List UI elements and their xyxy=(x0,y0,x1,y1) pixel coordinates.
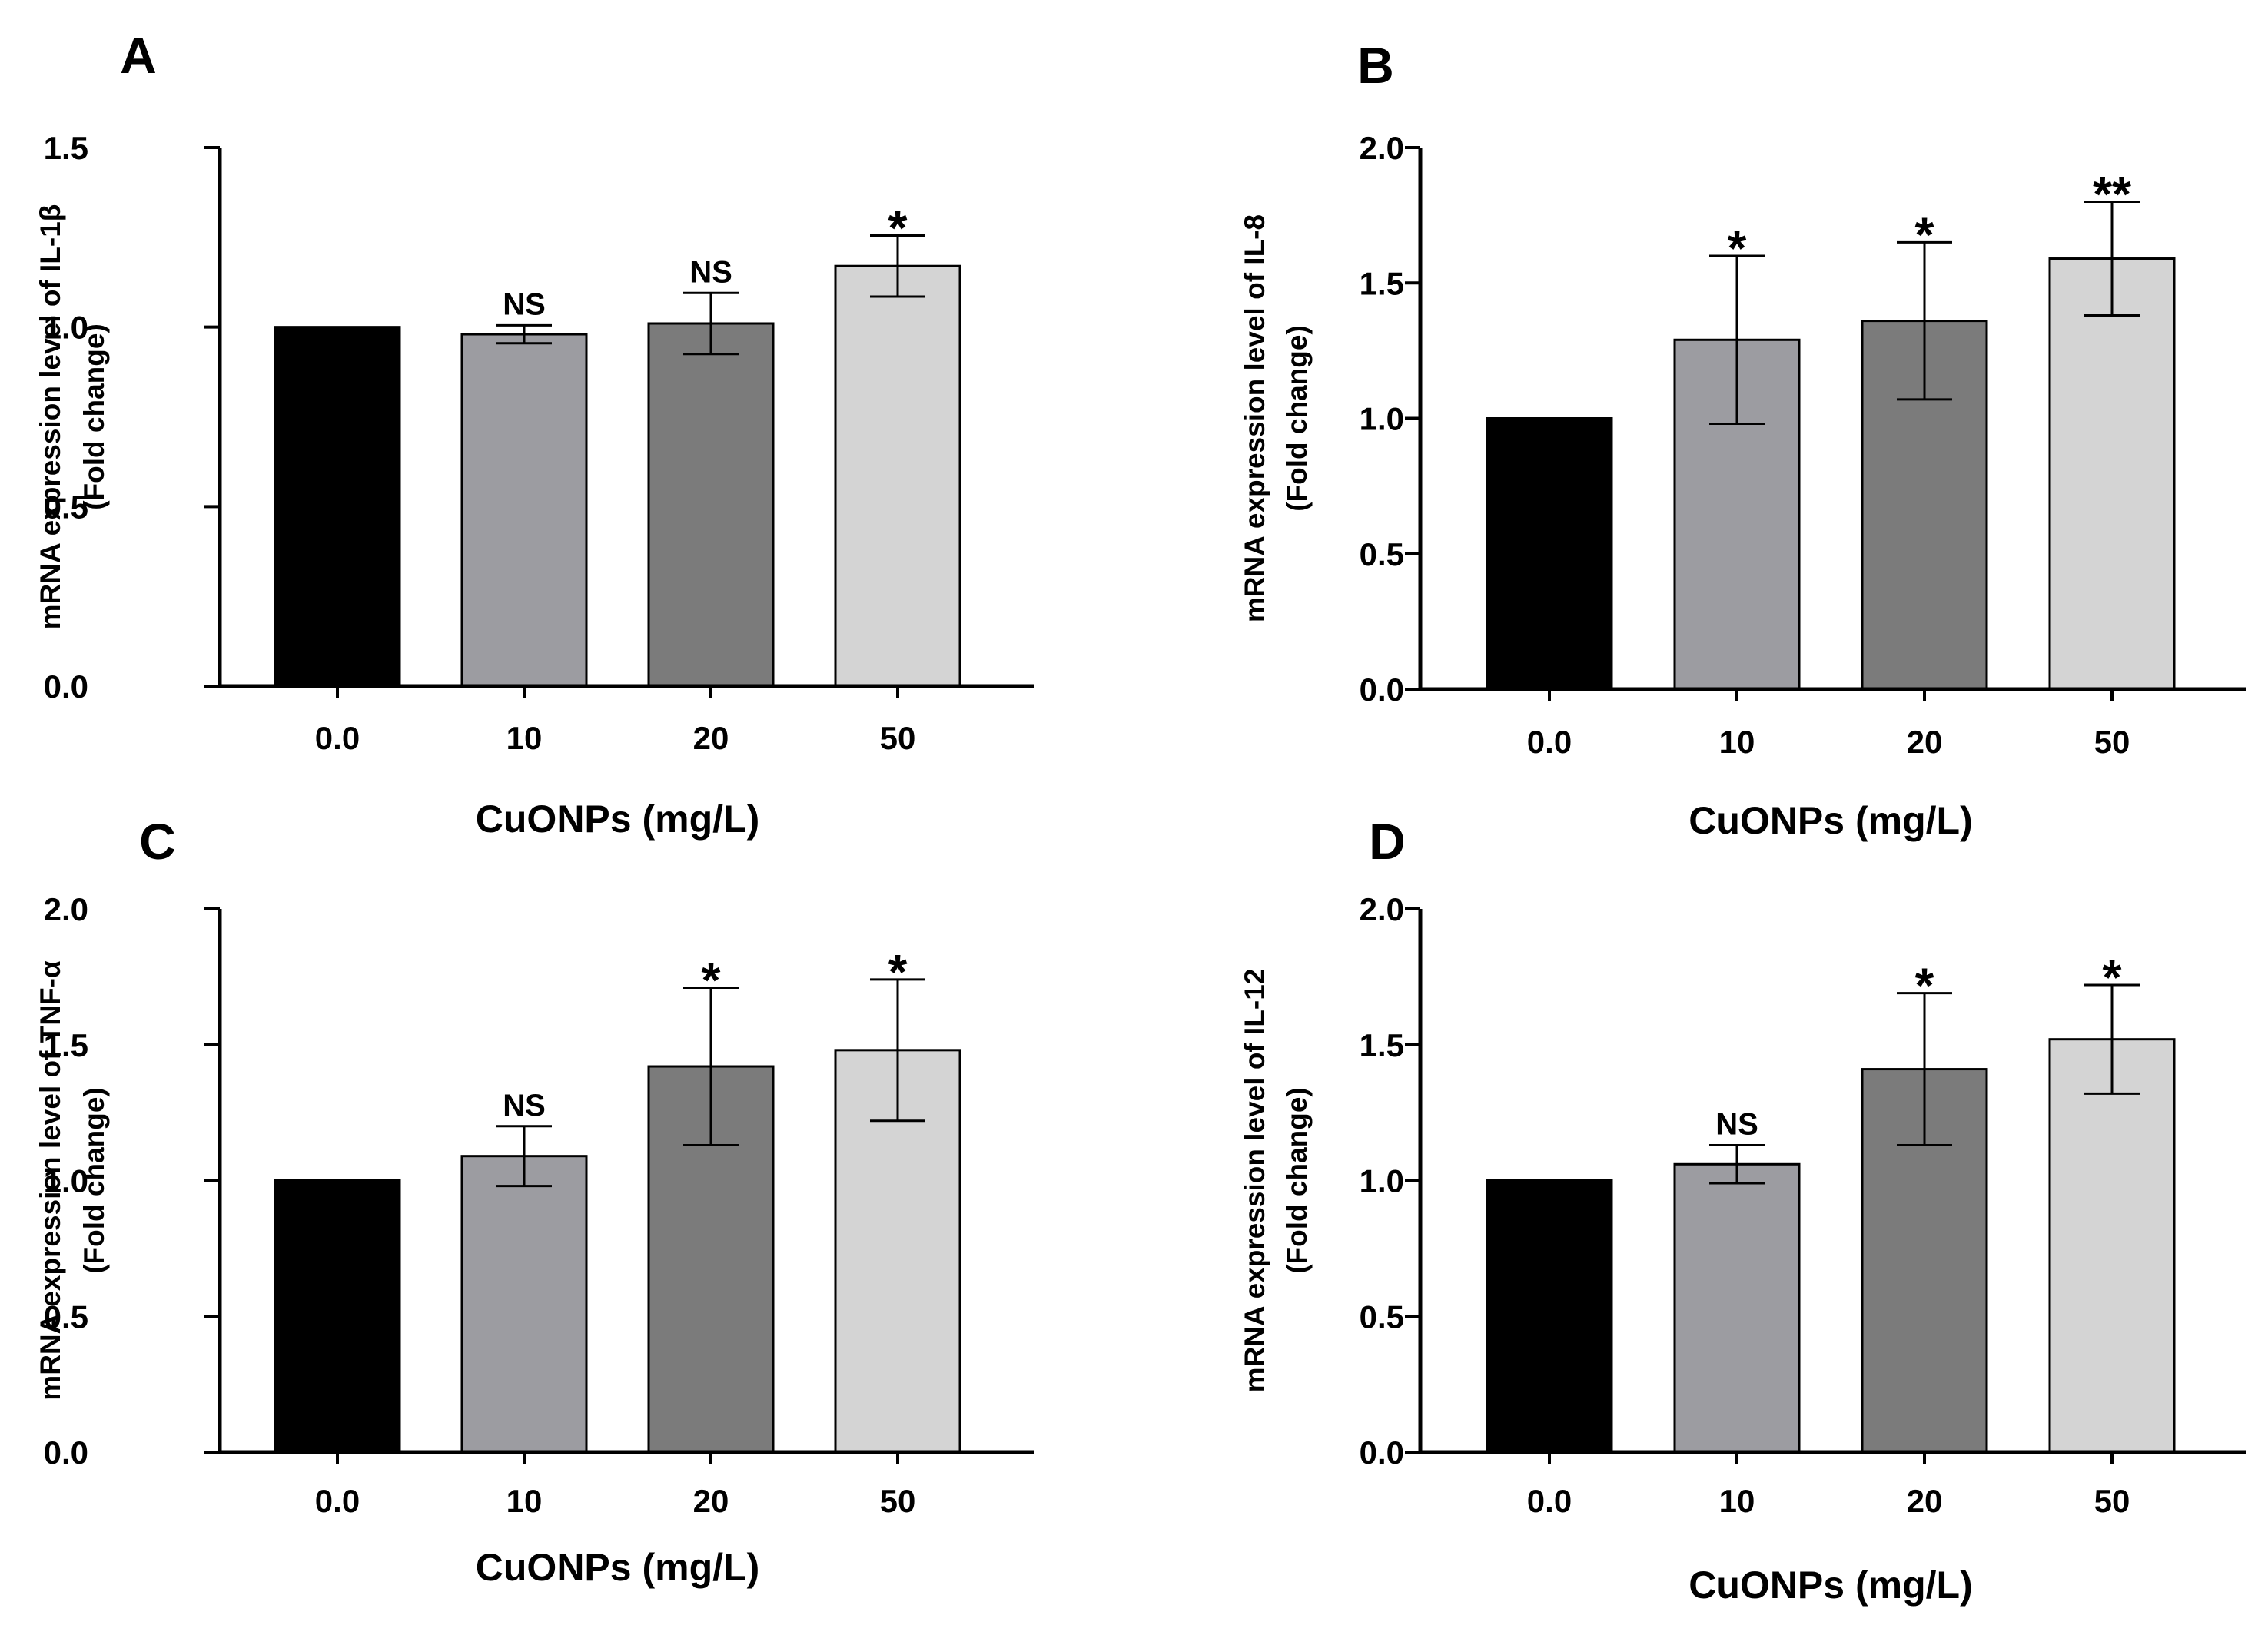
y-axis-title: mRNA expression level of TNF-α xyxy=(35,960,66,1401)
y-axis-subtitle: (Fold change) xyxy=(78,1087,110,1274)
y-tick-label: 1.5 xyxy=(44,1027,88,1063)
significance-label: NS xyxy=(503,287,546,321)
x-tick-label: 10 xyxy=(506,1483,543,1519)
significance-label: * xyxy=(1915,958,1934,1013)
x-axis-title: CuONPs (mg/L) xyxy=(1689,799,1972,842)
y-tick-label: 0.0 xyxy=(1360,672,1404,708)
y-tick-label: 1.0 xyxy=(44,310,88,346)
y-tick-label: 0.5 xyxy=(1360,536,1404,572)
significance-label: NS xyxy=(503,1089,546,1123)
y-axis-subtitle: (Fold change) xyxy=(1281,1087,1313,1274)
panel-d: D 0.0 NS 10 * 20 * 50 0.0 0.5 1.0 1.5 2.0 mRNA expres… xyxy=(1239,813,2246,1607)
y-tick-label: 2.0 xyxy=(1360,891,1404,927)
x-axis-title: CuONPs (mg/L) xyxy=(476,1546,759,1589)
bar-50 xyxy=(2048,257,2176,691)
panel-a: A 0.0 NS 10 NS 20 * 50 0.0 0.5 1.0 1.5 mRNA expressi… xyxy=(35,27,1034,841)
x-tick-label: 0.0 xyxy=(1527,724,1572,760)
y-axis-title: mRNA expression level of IL-12 xyxy=(1239,969,1270,1393)
x-axis-title: CuONPs (mg/L) xyxy=(1689,1564,1972,1607)
x-axis-title: CuONPs (mg/L) xyxy=(476,798,759,841)
x-tick-label: 0.0 xyxy=(315,1483,360,1519)
y-axis-title: mRNA expression level of IL-8 xyxy=(1239,214,1270,622)
y-axis-title: mRNA expression level of IL-1β xyxy=(35,204,66,630)
significance-label: NS xyxy=(1715,1108,1758,1142)
x-tick-label: 10 xyxy=(1719,724,1755,760)
y-tick-label: 0.0 xyxy=(44,668,88,705)
significance-label: NS xyxy=(689,255,732,289)
x-tick-label: 0.0 xyxy=(1527,1483,1572,1519)
y-tick-label: 1.0 xyxy=(1360,1163,1404,1199)
bar-10 xyxy=(1673,1162,1801,1454)
y-tick-label: 2.0 xyxy=(1360,130,1404,166)
y-tick-label: 1.5 xyxy=(44,130,88,166)
y-tick-label: 1.0 xyxy=(1360,401,1404,437)
bar-0.0 xyxy=(274,326,401,688)
bar-50 xyxy=(2048,1038,2176,1454)
panel-letter: C xyxy=(139,813,176,870)
y-tick-label: 0.5 xyxy=(44,1298,88,1335)
x-tick-label: 50 xyxy=(2094,724,2130,760)
bar-50 xyxy=(834,264,961,688)
x-tick-label: 20 xyxy=(1907,724,1943,760)
y-axis-subtitle: (Fold change) xyxy=(1281,325,1313,512)
x-tick-label: 50 xyxy=(880,720,916,756)
x-tick-label: 10 xyxy=(506,720,543,756)
panel-b: B 0.0 * 10 * 20 ** 50 0.0 0.5 1.0 1.5 2.0 mRNA expres… xyxy=(1239,37,2246,842)
x-tick-label: 20 xyxy=(693,720,729,756)
y-tick-label: 1.5 xyxy=(1360,265,1404,301)
significance-label: ** xyxy=(2093,167,2131,222)
bar-0.0 xyxy=(1486,417,1613,691)
y-tick-label: 1.5 xyxy=(1360,1027,1404,1063)
significance-label: * xyxy=(888,200,908,255)
x-tick-label: 20 xyxy=(693,1483,729,1519)
y-tick-label: 0.0 xyxy=(44,1434,88,1471)
y-tick-label: 1.0 xyxy=(44,1163,88,1199)
x-tick-label: 10 xyxy=(1719,1483,1755,1519)
significance-label: * xyxy=(702,953,721,1008)
y-tick-label: 0.5 xyxy=(44,489,88,525)
panel-c: C 0.0 NS 10 * 20 * 50 0.0 0.5 1.0 1.5 2.0 mRNA expres… xyxy=(35,813,1034,1589)
bar-0.0 xyxy=(1486,1179,1613,1454)
significance-label: * xyxy=(1728,221,1747,276)
bar-10 xyxy=(460,1155,588,1454)
panel-letter: B xyxy=(1357,37,1394,94)
y-tick-label: 0.5 xyxy=(1360,1298,1404,1335)
significance-label: * xyxy=(2103,950,2122,1005)
x-tick-label: 20 xyxy=(1907,1483,1943,1519)
significance-label: * xyxy=(1915,207,1934,262)
panel-letter: A xyxy=(120,27,157,84)
y-tick-label: 2.0 xyxy=(44,891,88,927)
x-tick-label: 0.0 xyxy=(315,720,360,756)
significance-label: * xyxy=(888,944,908,1000)
x-tick-label: 50 xyxy=(2094,1483,2130,1519)
y-tick-label: 0.0 xyxy=(1360,1434,1404,1471)
x-tick-label: 50 xyxy=(880,1483,916,1519)
bar-0.0 xyxy=(274,1179,401,1454)
panel-letter: D xyxy=(1369,813,1406,870)
y-axis-subtitle: (Fold change) xyxy=(78,323,110,510)
bar-10 xyxy=(460,333,588,688)
bar-20 xyxy=(647,322,775,688)
